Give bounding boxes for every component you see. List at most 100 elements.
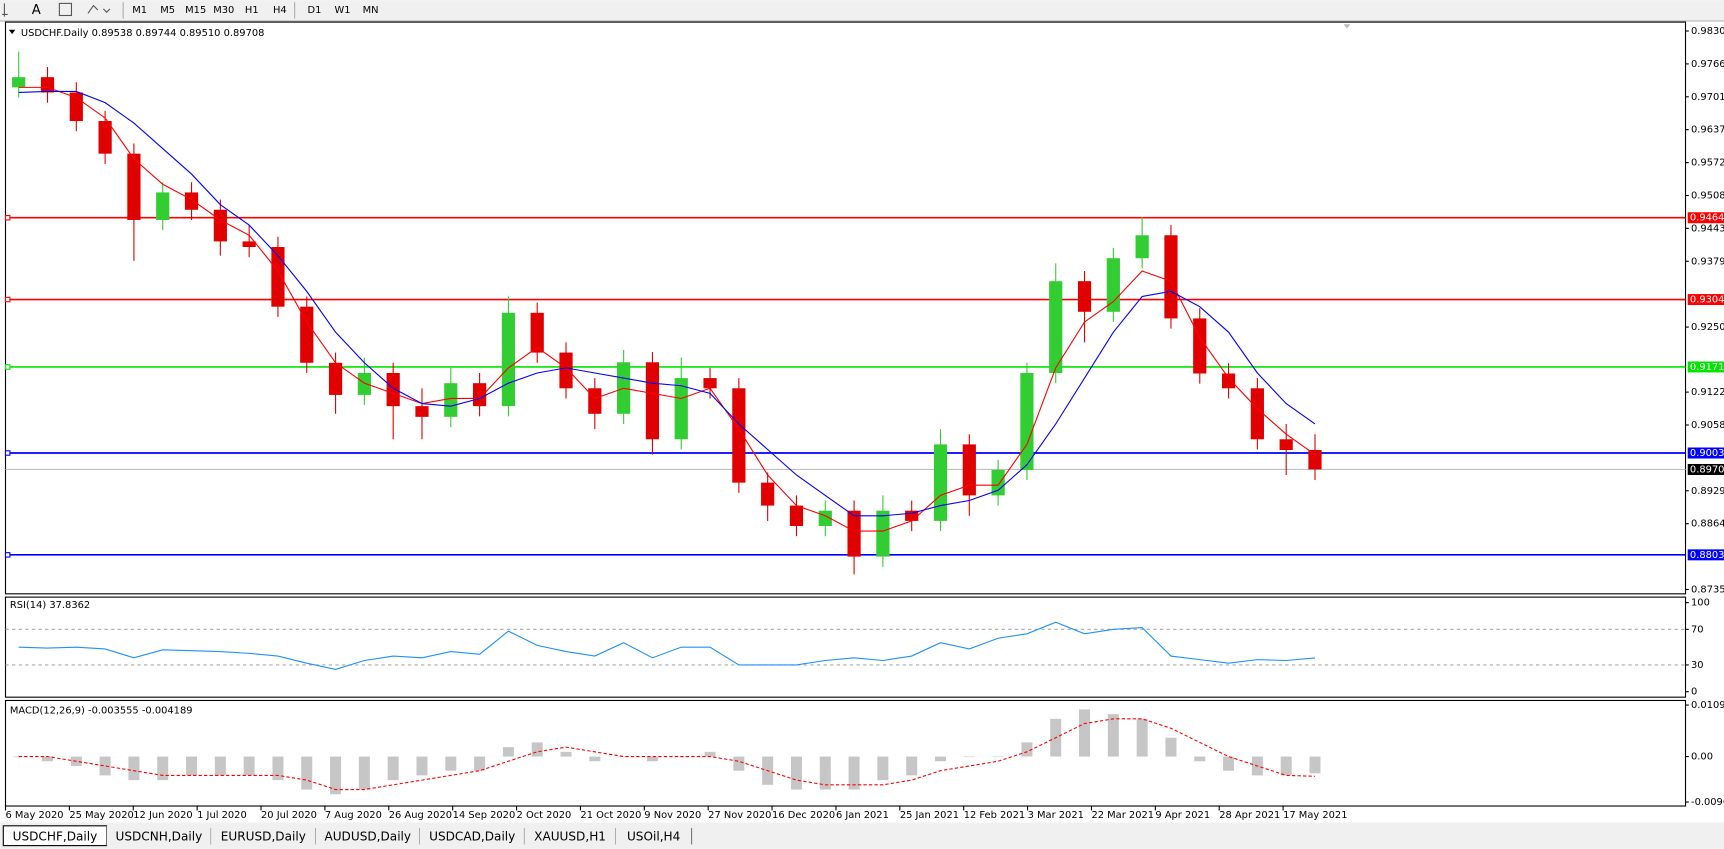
indicator-title: MACD(12,26,9) -0.003555 -0.004189	[10, 705, 193, 716]
macd-panel	[4, 699, 1687, 807]
timeframe-button[interactable]: D1	[308, 5, 322, 16]
panel-marker	[8, 29, 16, 35]
candle-body	[127, 153, 141, 220]
level-handle[interactable]	[4, 364, 11, 370]
x-tick-label: 16 Dec 2020	[772, 810, 835, 821]
label-tool[interactable]	[58, 2, 73, 17]
candle-body	[588, 388, 602, 414]
candle-body	[184, 192, 199, 210]
x-tick-label: 3 Mar 2021	[1028, 810, 1084, 821]
timeframe-button[interactable]: M5	[160, 5, 175, 16]
candle-body	[933, 444, 948, 521]
level-handle[interactable]	[4, 552, 11, 558]
y-tick-label: 0.95080	[1691, 190, 1724, 201]
shapes-tool[interactable]	[87, 4, 111, 14]
timeframe-button[interactable]: H1	[245, 5, 259, 16]
chart-title: USDCHF.Daily 0.89538 0.89744 0.89510 0.8…	[21, 28, 265, 39]
chart-tab-label[interactable]: USDCHF,Daily	[13, 829, 98, 843]
timeframe-button[interactable]: MN	[363, 5, 379, 16]
chart-tab-label[interactable]: USDCNH,Daily	[115, 829, 202, 843]
candle-body	[444, 383, 458, 417]
histogram-bar	[1079, 709, 1091, 757]
histogram-bar	[42, 756, 53, 762]
level-handle[interactable]	[4, 214, 11, 221]
candle-body	[1279, 439, 1293, 450]
x-tick-label: 2 Oct 2020	[517, 810, 572, 821]
candle-body	[357, 372, 371, 395]
level-label: 0.90031	[1690, 448, 1724, 459]
y-tick-label: 100	[1691, 598, 1710, 609]
shift-marker	[1343, 24, 1351, 29]
chart-tab-label[interactable]: USOil,H4	[627, 829, 680, 843]
level-label-box	[1687, 447, 1724, 459]
chart-tab-label[interactable]: AUDUSD,Daily	[324, 829, 411, 843]
candle-body	[271, 247, 285, 307]
candle-body	[386, 372, 400, 407]
histogram-bar	[1021, 742, 1033, 757]
x-tick-label: 9 Nov 2020	[644, 810, 701, 821]
chart-tab-label[interactable]: EURUSD,Daily	[221, 829, 306, 843]
candle-body	[559, 352, 573, 389]
candle-body	[1193, 318, 1207, 374]
histogram-bar	[186, 756, 198, 776]
histogram-bar	[387, 756, 399, 781]
level-label: 0.94644	[1690, 213, 1724, 224]
candle-body	[530, 312, 544, 353]
histogram-bar	[790, 756, 802, 790]
level-label-box	[1687, 549, 1724, 561]
x-tick-label: 25 Jan 2021	[900, 810, 959, 821]
histogram-bar	[963, 756, 975, 758]
timeframe-button[interactable]: M15	[185, 5, 206, 16]
histogram-bar	[819, 756, 831, 790]
candle-body	[703, 378, 717, 389]
candle-body	[473, 383, 487, 407]
moving-average	[18, 86, 1316, 532]
timeframe-button[interactable]: M1	[132, 5, 147, 16]
x-tick-label: 7 Aug 2020	[325, 810, 382, 821]
histogram-bar	[358, 756, 370, 790]
histogram-bar	[531, 742, 543, 757]
histogram-bar	[618, 756, 630, 758]
histogram-bar	[214, 756, 226, 776]
candle-body	[732, 388, 746, 483]
level-label: 0.91718	[1690, 362, 1724, 373]
histogram-bar	[935, 756, 947, 762]
timeframe-button[interactable]: W1	[334, 5, 350, 16]
level-handle[interactable]	[4, 296, 11, 303]
y-tick-label: 0.98305	[1691, 26, 1724, 37]
y-tick-label: 0.95725	[1691, 158, 1724, 169]
text-tool[interactable]: A	[32, 3, 41, 18]
histogram-bar	[445, 756, 457, 771]
candle-body	[1020, 372, 1034, 470]
histogram-bar	[1309, 756, 1321, 774]
chart-tab[interactable]	[524, 825, 616, 846]
candle-body	[789, 505, 804, 526]
indicator-line	[18, 621, 1316, 670]
candle-body	[1221, 373, 1236, 389]
chart-tab[interactable]	[106, 825, 212, 846]
chart-tab[interactable]	[420, 825, 525, 846]
histogram-bar	[992, 756, 1004, 758]
timeframe-button[interactable]: H4	[273, 5, 287, 16]
histogram-bar	[646, 756, 658, 762]
candle-body	[40, 77, 55, 93]
chart-tab[interactable]	[615, 825, 692, 846]
histogram-bar	[1136, 718, 1148, 757]
chart-tab[interactable]	[211, 825, 316, 846]
rsi-panel	[4, 596, 1687, 698]
candle-body	[645, 362, 660, 440]
level-handle[interactable]	[4, 450, 11, 456]
histogram-bar	[416, 756, 428, 776]
cursor-icon[interactable]	[2, 3, 8, 17]
chart-tab-label[interactable]: XAUUSD,H1	[534, 829, 606, 843]
chart-tab[interactable]	[315, 825, 421, 846]
candle-body	[98, 121, 112, 154]
level-label-box	[1687, 361, 1724, 373]
candle-body	[328, 362, 343, 395]
chart-tab-label[interactable]: USDCAD,Daily	[429, 829, 515, 843]
histogram-bar	[1107, 714, 1119, 757]
timeframe-button[interactable]: M30	[213, 5, 234, 16]
level-label: 0.88034	[1690, 550, 1724, 561]
histogram-bar	[1194, 756, 1206, 762]
y-tick-label: 0.92500	[1691, 322, 1724, 333]
